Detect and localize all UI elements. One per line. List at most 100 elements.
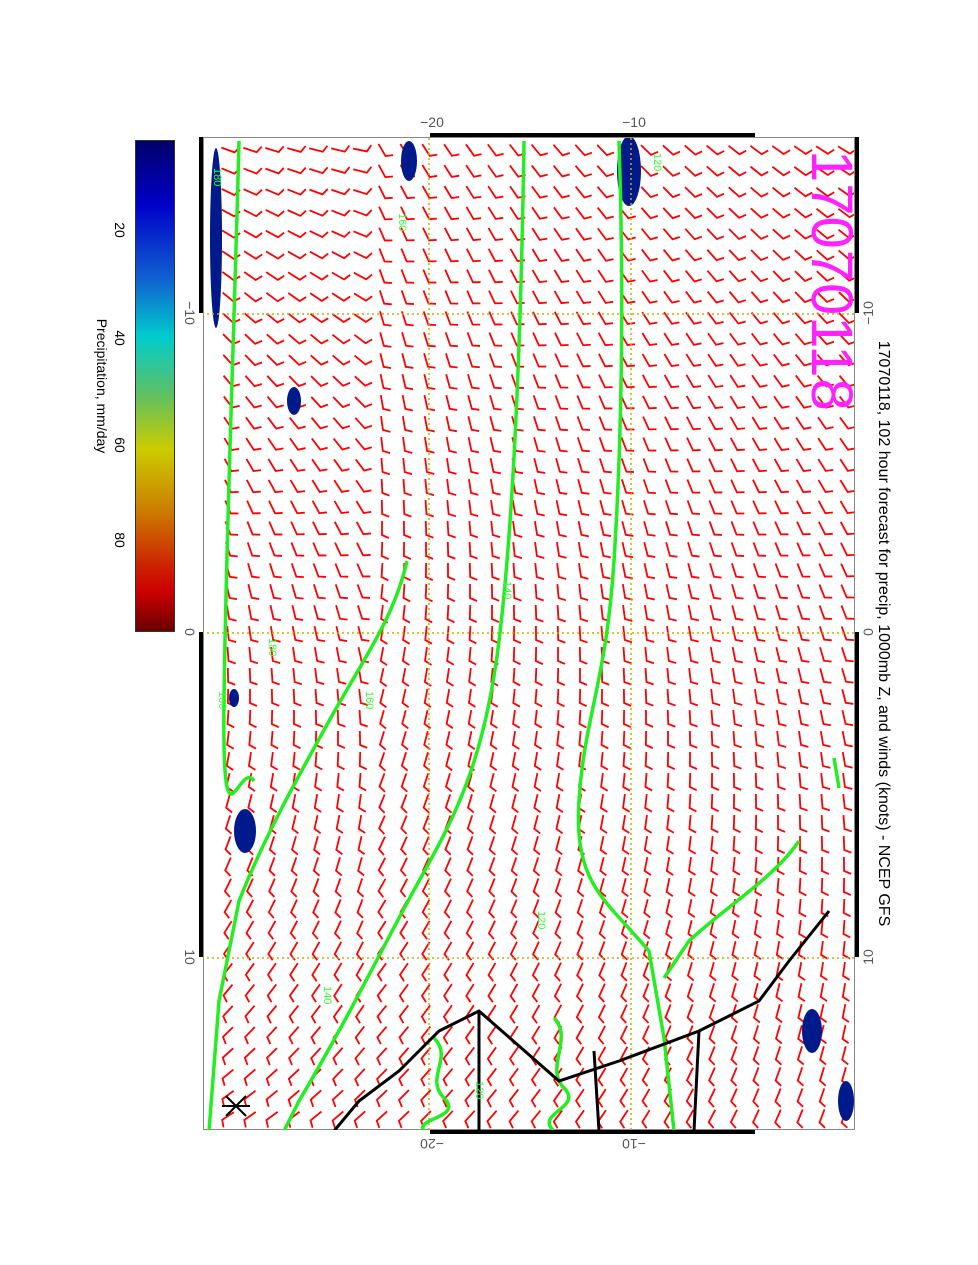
- wind-barb: [772, 228, 791, 240]
- wind-barb: [442, 1089, 454, 1108]
- wind-barb: [820, 793, 831, 812]
- lat-label-left: −20: [420, 113, 444, 130]
- wind-barb: [269, 584, 282, 600]
- wind-barb: [401, 332, 414, 348]
- wind-barb: [752, 563, 766, 579]
- contour-label: 180: [211, 168, 223, 186]
- wind-barb: [577, 857, 585, 877]
- precip-area: [802, 1009, 822, 1053]
- wind-barb: [816, 312, 835, 325]
- wind-barb: [798, 856, 808, 876]
- wind-barb: [222, 312, 241, 324]
- wind-barb: [753, 646, 766, 664]
- wind-barb: [598, 983, 606, 1003]
- wind-barb: [576, 374, 591, 389]
- wind-barb: [643, 877, 652, 898]
- wind-barb: [332, 437, 350, 451]
- wind-barb: [553, 269, 570, 283]
- wind-barb: [728, 270, 747, 283]
- wind-barb: [641, 1067, 651, 1087]
- wind-barb: [312, 857, 321, 877]
- wind-barb: [555, 437, 568, 453]
- wind-barb: [309, 209, 329, 217]
- wind-barb: [333, 479, 350, 493]
- wind-barb: [270, 646, 281, 664]
- wind-barb: [796, 563, 811, 578]
- axis-bar-bottom: [199, 137, 203, 1130]
- wind-barb: [465, 920, 474, 940]
- wind-barb: [774, 542, 789, 557]
- wind-barb: [685, 290, 702, 304]
- wind-barb: [353, 187, 373, 196]
- wind-barb: [244, 395, 262, 409]
- wind-barb: [727, 144, 747, 156]
- wind-barb: [243, 1090, 257, 1107]
- wind-barb: [310, 1026, 322, 1045]
- wind-barb: [247, 793, 255, 814]
- wind-barb: [838, 395, 854, 409]
- wind-barb: [753, 605, 766, 621]
- wind-barb: [422, 227, 437, 242]
- wind-barb: [243, 1047, 256, 1066]
- wind-barb: [333, 920, 342, 940]
- wind-barb: [288, 333, 307, 345]
- wind-barb: [621, 500, 634, 516]
- wind-barb: [750, 249, 769, 262]
- wind-barb: [354, 396, 373, 408]
- wind-barb: [797, 667, 810, 684]
- wind-barb: [642, 983, 650, 1003]
- wind-barb: [290, 878, 298, 898]
- wind-barb: [534, 730, 543, 750]
- wind-barb: [443, 899, 452, 919]
- wind-barb: [555, 520, 567, 538]
- wind-barb: [400, 836, 408, 856]
- wind-barb: [640, 248, 658, 262]
- wind-barb: [292, 751, 301, 771]
- wind-barb: [225, 583, 238, 601]
- wind-barb: [556, 625, 566, 644]
- wind-barb: [353, 313, 373, 323]
- wind-barb: [509, 1025, 519, 1045]
- wind-barb: [265, 1068, 278, 1087]
- wind-barb: [314, 688, 324, 707]
- wind-barb: [794, 228, 813, 240]
- wind-barb: [710, 835, 719, 855]
- wind-barb: [775, 646, 788, 663]
- wind-barb: [309, 188, 329, 196]
- wind-barb: [578, 604, 589, 623]
- wind-barb: [838, 312, 854, 325]
- wind-barb: [467, 730, 476, 750]
- wind-barb: [597, 1025, 607, 1045]
- wind-barb: [468, 562, 478, 581]
- wind-barb: [466, 290, 481, 305]
- wind-barb: [775, 982, 784, 1003]
- contour-line: [832, 757, 841, 789]
- wind-barb: [749, 145, 769, 156]
- wind-barb: [819, 668, 832, 684]
- wind-barb: [420, 1047, 432, 1066]
- wind-barb: [644, 751, 653, 771]
- wind-barb: [643, 583, 655, 601]
- wind-barb: [599, 814, 608, 834]
- wind-barb: [243, 250, 263, 260]
- wind-barb: [776, 877, 785, 897]
- wind-barb: [310, 1047, 322, 1066]
- wind-barb: [288, 1047, 300, 1066]
- wind-barb: [333, 458, 350, 472]
- wind-barb: [402, 604, 411, 624]
- border-path: [692, 1030, 701, 1131]
- wind-barb: [468, 478, 479, 496]
- wind-barb: [818, 521, 833, 536]
- wind-barb: [642, 1004, 650, 1024]
- wind-barb: [663, 374, 680, 389]
- map-canvas: 180 160 120 180 160 140 120 120 160 140 …: [202, 138, 854, 1131]
- wind-barb: [598, 395, 613, 410]
- wind-barb: [555, 793, 564, 813]
- wind-barb: [466, 878, 474, 898]
- wind-barb: [686, 437, 701, 452]
- wind-barb: [465, 962, 475, 982]
- wind-barb: [554, 899, 562, 919]
- wind-barb: [333, 983, 343, 1003]
- wind-barb: [640, 144, 659, 156]
- wind-barb: [578, 646, 588, 665]
